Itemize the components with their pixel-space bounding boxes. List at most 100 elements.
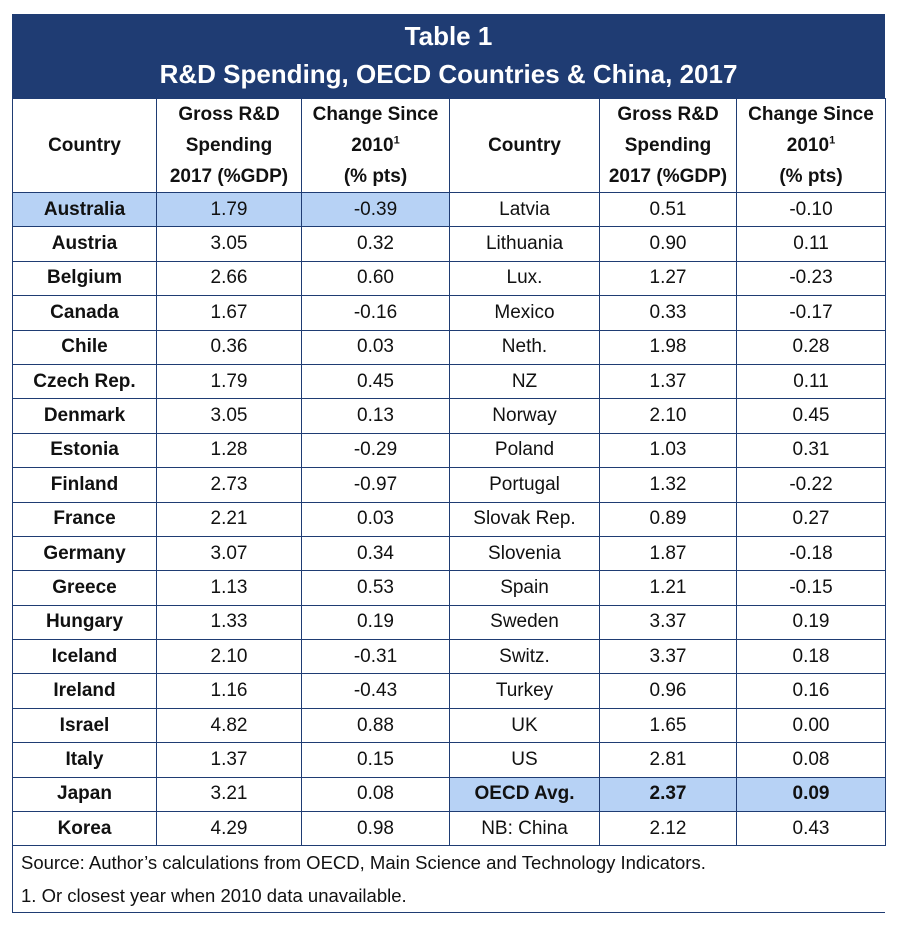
table-row: Japan 3.21 0.08 OECD Avg. 2.37 0.09 bbox=[12, 776, 886, 813]
country-cell: Austria bbox=[12, 226, 157, 262]
gross-rd-cell: 3.05 bbox=[156, 226, 302, 262]
gross-rd-cell: 2.12 bbox=[599, 811, 737, 847]
change-cell: 0.32 bbox=[301, 226, 450, 262]
change-cell: -0.43 bbox=[301, 673, 450, 709]
country-cell: Norway bbox=[449, 398, 600, 434]
country-cell: Spain bbox=[449, 570, 600, 606]
change-cell: 0.43 bbox=[736, 811, 886, 847]
country-cell: Estonia bbox=[12, 432, 157, 469]
gross-rd-cell: 1.37 bbox=[156, 742, 302, 778]
gross-rd-cell: 0.33 bbox=[599, 295, 737, 331]
change-cell: 0.28 bbox=[736, 329, 886, 365]
change-cell: 0.15 bbox=[301, 742, 450, 778]
header-gross-left: Gross R&D Spending 2017 (%GDP) bbox=[156, 98, 302, 193]
header-gross-line2: Spending bbox=[624, 135, 712, 156]
table-row: Italy 1.37 0.15 US 2.81 0.08 bbox=[12, 742, 886, 778]
country-cell: Australia bbox=[12, 191, 157, 228]
country-cell: Switz. bbox=[449, 639, 600, 675]
gross-rd-cell: 1.13 bbox=[156, 570, 302, 606]
table-row: France 2.21 0.03 Slovak Rep. 0.89 0.27 bbox=[12, 501, 886, 537]
header-gross-line3: 2017 (%GDP) bbox=[169, 166, 289, 187]
country-cell: Hungary bbox=[12, 604, 157, 641]
table-row: Czech Rep. 1.79 0.45 NZ 1.37 0.11 bbox=[12, 363, 886, 400]
header-country-right: Country bbox=[449, 98, 600, 193]
table-row: Israel 4.82 0.88 UK 1.65 0.00 bbox=[12, 707, 886, 744]
header-gross-line1: Gross R&D bbox=[178, 104, 280, 125]
header-row: Country Gross R&D Spending 2017 (%GDP) C… bbox=[12, 98, 886, 193]
change-cell: 0.53 bbox=[301, 570, 450, 606]
change-cell: -0.10 bbox=[736, 191, 886, 228]
gross-rd-cell: 2.37 bbox=[599, 776, 737, 813]
header-change-right: Change Since 20101 (% pts) bbox=[736, 98, 886, 193]
header-gross-line3: 2017 (%GDP) bbox=[608, 166, 728, 187]
country-cell: NZ bbox=[449, 363, 600, 400]
change-cell: 0.08 bbox=[736, 742, 886, 778]
change-cell: -0.15 bbox=[736, 570, 886, 606]
table-row: Iceland 2.10 -0.31 Switz. 3.37 0.18 bbox=[12, 639, 886, 675]
gross-rd-cell: 0.90 bbox=[599, 226, 737, 262]
gross-rd-cell: 0.96 bbox=[599, 673, 737, 709]
change-cell: 0.31 bbox=[736, 432, 886, 469]
table-row: Australia 1.79 -0.39 Latvia 0.51 -0.10 bbox=[12, 191, 886, 228]
country-cell: Germany bbox=[12, 535, 157, 572]
country-cell: Canada bbox=[12, 295, 157, 331]
country-cell: Iceland bbox=[12, 639, 157, 675]
country-cell: Portugal bbox=[449, 467, 600, 503]
header-gross-line1: Gross R&D bbox=[617, 104, 719, 125]
table-row: Finland 2.73 -0.97 Portugal 1.32 -0.22 bbox=[12, 467, 886, 503]
country-cell: Turkey bbox=[449, 673, 600, 709]
gross-rd-cell: 1.87 bbox=[599, 535, 737, 572]
table-row: Austria 3.05 0.32 Lithuania 0.90 0.11 bbox=[12, 226, 886, 262]
change-cell: 0.16 bbox=[736, 673, 886, 709]
country-cell: US bbox=[449, 742, 600, 778]
header-change-line3: (% pts) bbox=[343, 166, 408, 187]
table-container: Table 1 R&D Spending, OECD Countries & C… bbox=[12, 14, 886, 914]
country-cell: Italy bbox=[12, 742, 157, 778]
country-cell: Lithuania bbox=[449, 226, 600, 262]
change-cell: -0.97 bbox=[301, 467, 450, 503]
change-cell: 0.08 bbox=[301, 776, 450, 813]
gross-rd-cell: 1.28 bbox=[156, 432, 302, 469]
header-gross-right: Gross R&D Spending 2017 (%GDP) bbox=[599, 98, 737, 193]
gross-rd-cell: 1.21 bbox=[599, 570, 737, 606]
table-row: Germany 3.07 0.34 Slovenia 1.87 -0.18 bbox=[12, 535, 886, 572]
country-cell: Czech Rep. bbox=[12, 363, 157, 400]
gross-rd-cell: 3.07 bbox=[156, 535, 302, 572]
country-cell: France bbox=[12, 501, 157, 537]
change-cell: 0.60 bbox=[301, 260, 450, 297]
change-cell: 0.11 bbox=[736, 226, 886, 262]
country-cell: Poland bbox=[449, 432, 600, 469]
country-cell: Neth. bbox=[449, 329, 600, 365]
country-cell: Finland bbox=[12, 467, 157, 503]
change-cell: 0.98 bbox=[301, 811, 450, 847]
gross-rd-cell: 1.27 bbox=[599, 260, 737, 297]
footnote: 1. Or closest year when 2010 data unavai… bbox=[21, 885, 407, 907]
footnote-marker: 1 bbox=[829, 134, 836, 147]
change-cell: 0.09 bbox=[736, 776, 886, 813]
gross-rd-cell: 1.32 bbox=[599, 467, 737, 503]
gross-rd-cell: 2.10 bbox=[156, 639, 302, 675]
change-cell: -0.17 bbox=[736, 295, 886, 331]
country-cell: Chile bbox=[12, 329, 157, 365]
country-cell: Slovenia bbox=[449, 535, 600, 572]
gross-rd-cell: 2.10 bbox=[599, 398, 737, 434]
change-cell: 0.13 bbox=[301, 398, 450, 434]
change-cell: 0.88 bbox=[301, 707, 450, 744]
gross-rd-cell: 1.67 bbox=[156, 295, 302, 331]
gross-rd-cell: 3.37 bbox=[599, 604, 737, 641]
table-row: Chile 0.36 0.03 Neth. 1.98 0.28 bbox=[12, 329, 886, 365]
gross-rd-cell: 1.79 bbox=[156, 363, 302, 400]
header-change-line2: 2010 bbox=[351, 135, 394, 156]
change-cell: 0.11 bbox=[736, 363, 886, 400]
change-cell: -0.31 bbox=[301, 639, 450, 675]
country-cell: Sweden bbox=[449, 604, 600, 641]
table-notes: Source: Author’s calculations from OECD,… bbox=[12, 846, 885, 914]
country-cell: Denmark bbox=[12, 398, 157, 434]
gross-rd-cell: 2.73 bbox=[156, 467, 302, 503]
table-row: Denmark 3.05 0.13 Norway 2.10 0.45 bbox=[12, 398, 886, 434]
header-country-left: Country bbox=[12, 98, 157, 193]
table-row: Canada 1.67 -0.16 Mexico 0.33 -0.17 bbox=[12, 295, 886, 331]
table-title: Table 1 bbox=[404, 21, 493, 51]
change-cell: -0.29 bbox=[301, 432, 450, 469]
country-cell: Slovak Rep. bbox=[449, 501, 600, 537]
